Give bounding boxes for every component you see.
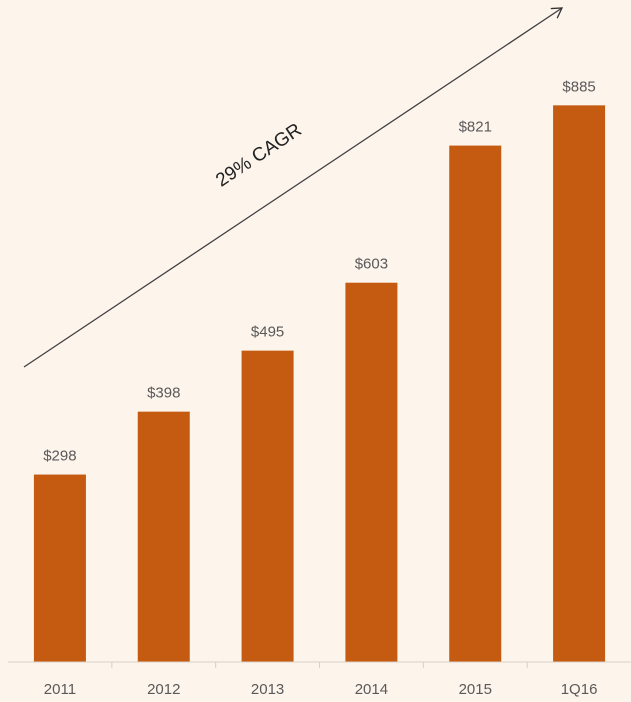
data-label-1q16: $885 — [562, 78, 595, 95]
x-tick-label-2012: 2012 — [147, 681, 180, 698]
x-axis-ticks: 2011 2012 2013 2014 2015 1Q16 — [44, 662, 598, 698]
bar-2014 — [345, 282, 398, 662]
data-label-2012: $398 — [147, 385, 180, 402]
data-label-2015: $821 — [459, 119, 492, 136]
cagr-annotation: 29% CAGR — [212, 119, 305, 191]
bar-2013 — [241, 350, 294, 662]
bar-1q16 — [553, 105, 606, 662]
bar-2012 — [137, 411, 190, 662]
data-label-2013: $495 — [251, 324, 284, 341]
bar-2015 — [449, 145, 502, 662]
x-tick-label-2013: 2013 — [251, 681, 284, 698]
bars-group — [33, 105, 606, 662]
x-tick-label-2011: 2011 — [44, 681, 76, 698]
x-tick-label-2014: 2014 — [355, 681, 388, 698]
x-tick-label-1q16: 1Q16 — [561, 681, 598, 698]
bar-2011 — [33, 474, 86, 662]
x-tick-label-2015: 2015 — [459, 681, 492, 698]
cagr-trend-arrow — [23, 8, 562, 368]
data-label-2014: $603 — [355, 256, 388, 273]
data-labels-group: $298 $398 $495 $603 $821 $885 — [43, 78, 596, 464]
data-label-2011: $298 — [43, 448, 76, 465]
